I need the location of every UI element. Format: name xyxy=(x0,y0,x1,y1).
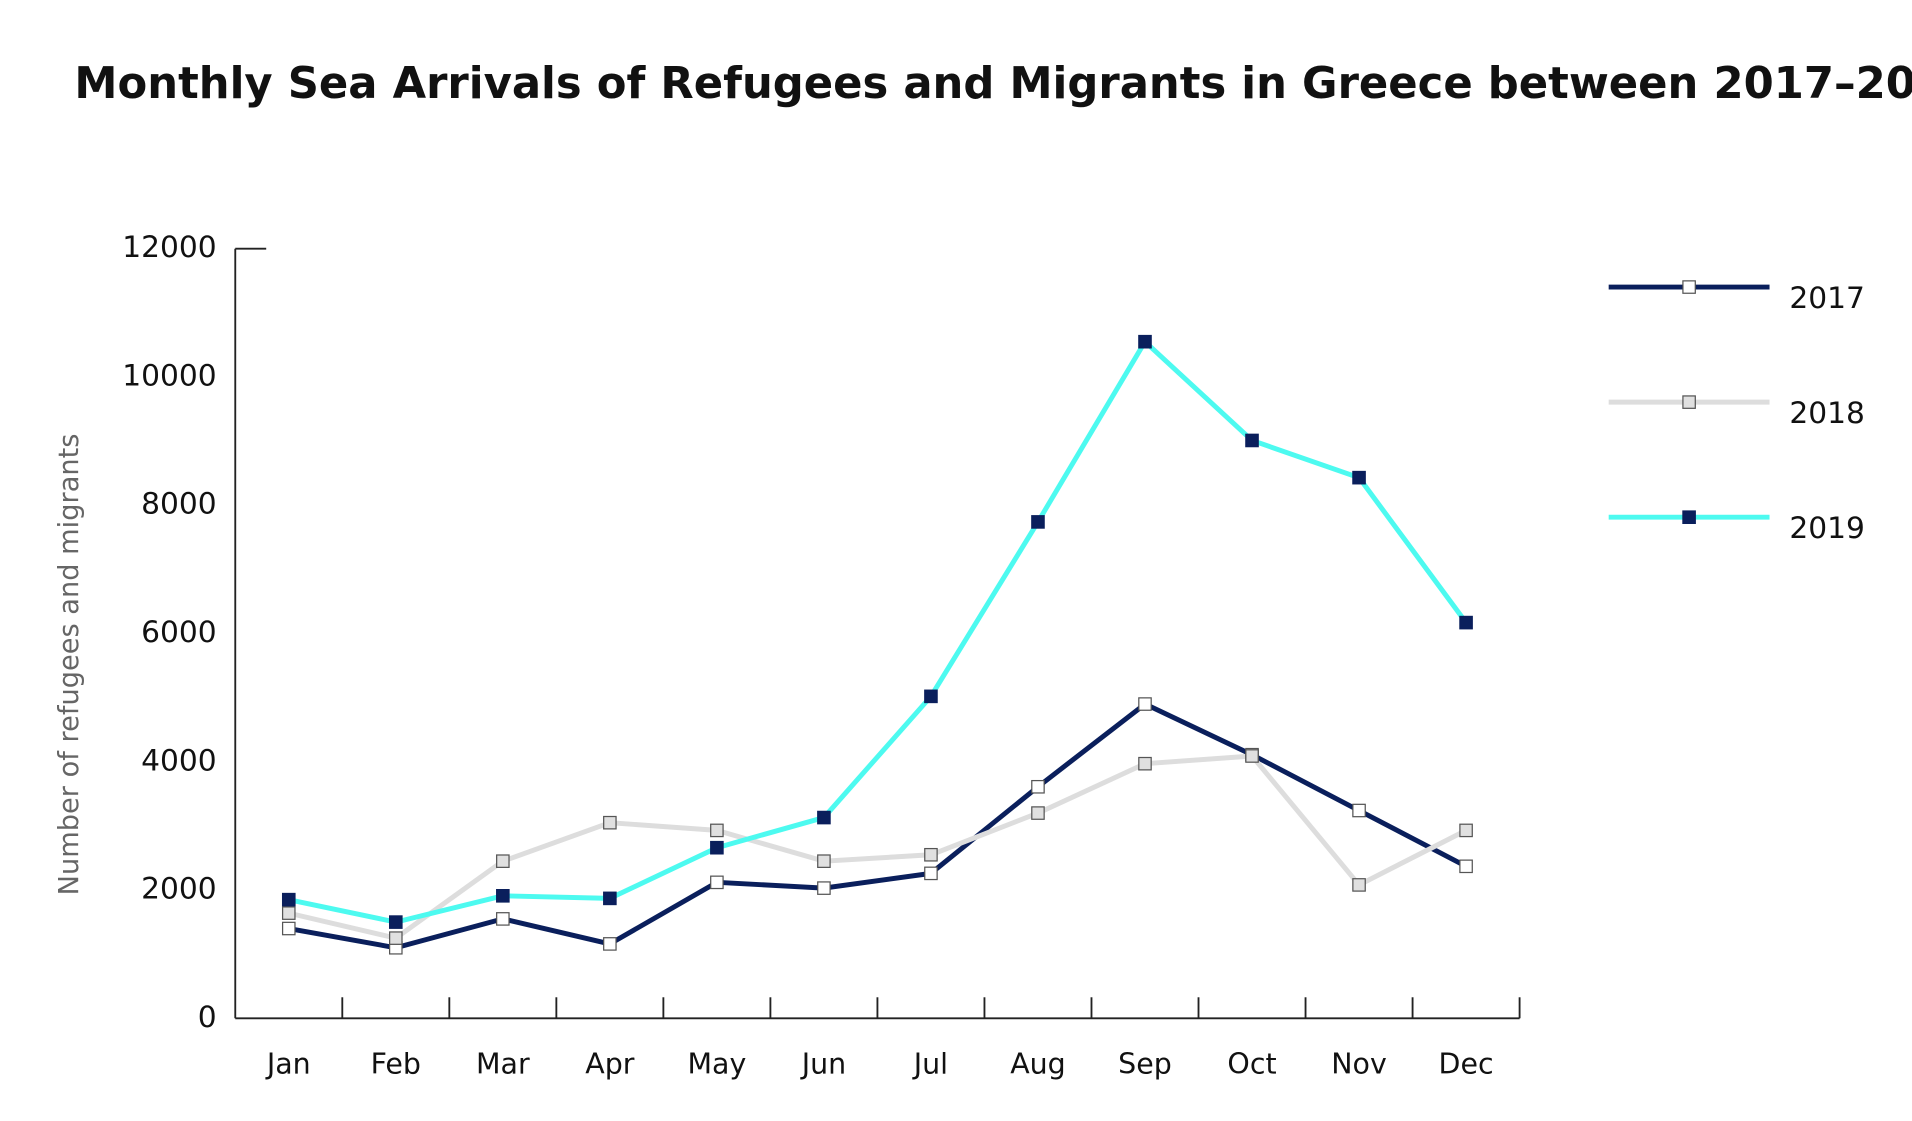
y-tick-label: 10000 xyxy=(122,358,216,393)
line xyxy=(288,701,1468,951)
marker xyxy=(281,892,296,907)
x-tick-label: Mar xyxy=(476,1047,530,1080)
marker xyxy=(1138,697,1152,711)
marker xyxy=(710,823,724,838)
marker xyxy=(389,915,403,929)
marker xyxy=(281,906,296,920)
marker xyxy=(1138,756,1152,771)
line xyxy=(288,753,1468,941)
y-tick-label: 0 xyxy=(198,1000,217,1035)
x-tick-label: Jun xyxy=(800,1047,846,1080)
marker xyxy=(603,815,617,830)
y-tick-label: 2000 xyxy=(141,872,217,907)
x-tick-label: May xyxy=(687,1047,746,1080)
marker xyxy=(924,689,938,704)
marker xyxy=(710,875,724,890)
marker xyxy=(817,881,831,895)
legend-label: 2019 xyxy=(1789,511,1865,546)
legend-marker xyxy=(1682,510,1696,524)
marker xyxy=(1245,749,1259,763)
chart-title: Monthly Sea Arrivals of Refugees and Mig… xyxy=(74,59,1912,109)
marker xyxy=(1138,334,1152,349)
x-tick-label: Feb xyxy=(371,1047,421,1080)
marker xyxy=(817,854,831,868)
marker xyxy=(924,866,938,881)
marker xyxy=(710,840,724,855)
x-tick-label: Jul xyxy=(912,1047,948,1080)
x-tick-label: Dec xyxy=(1439,1047,1494,1080)
marker xyxy=(1031,806,1045,820)
y-tick-label: 6000 xyxy=(141,615,217,650)
y-tick-label: 4000 xyxy=(141,743,217,778)
marker xyxy=(1031,779,1045,794)
marker xyxy=(496,912,510,926)
marker xyxy=(281,921,296,936)
legend-marker xyxy=(1682,280,1696,294)
y-tick-label: 8000 xyxy=(141,487,217,522)
x-tick-label: Oct xyxy=(1227,1047,1276,1080)
marker xyxy=(389,931,403,945)
marker xyxy=(924,847,938,862)
legend-marker xyxy=(1682,395,1696,409)
marker xyxy=(1352,803,1366,818)
x-tick-label: Jan xyxy=(265,1047,311,1080)
marker xyxy=(603,937,617,951)
marker xyxy=(1459,823,1473,838)
y-tick-label: 12000 xyxy=(122,230,216,265)
marker xyxy=(1352,878,1366,892)
marker xyxy=(1459,859,1473,874)
x-tick-label: Sep xyxy=(1118,1047,1172,1080)
marker xyxy=(1459,615,1473,630)
marker xyxy=(1352,470,1366,485)
marker xyxy=(496,889,510,903)
marker xyxy=(603,891,617,906)
legend-label: 2017 xyxy=(1789,281,1865,316)
marker xyxy=(817,810,831,825)
marker xyxy=(496,854,510,868)
x-tick-label: Nov xyxy=(1331,1047,1387,1080)
marker xyxy=(1031,515,1045,529)
marker xyxy=(1245,433,1259,448)
x-tick-label: Apr xyxy=(585,1047,635,1080)
x-tick-label: Aug xyxy=(1010,1047,1066,1080)
y-axis-label: Number of refugees and migrants xyxy=(54,434,85,896)
line xyxy=(288,339,1469,925)
legend-label: 2018 xyxy=(1789,396,1865,431)
